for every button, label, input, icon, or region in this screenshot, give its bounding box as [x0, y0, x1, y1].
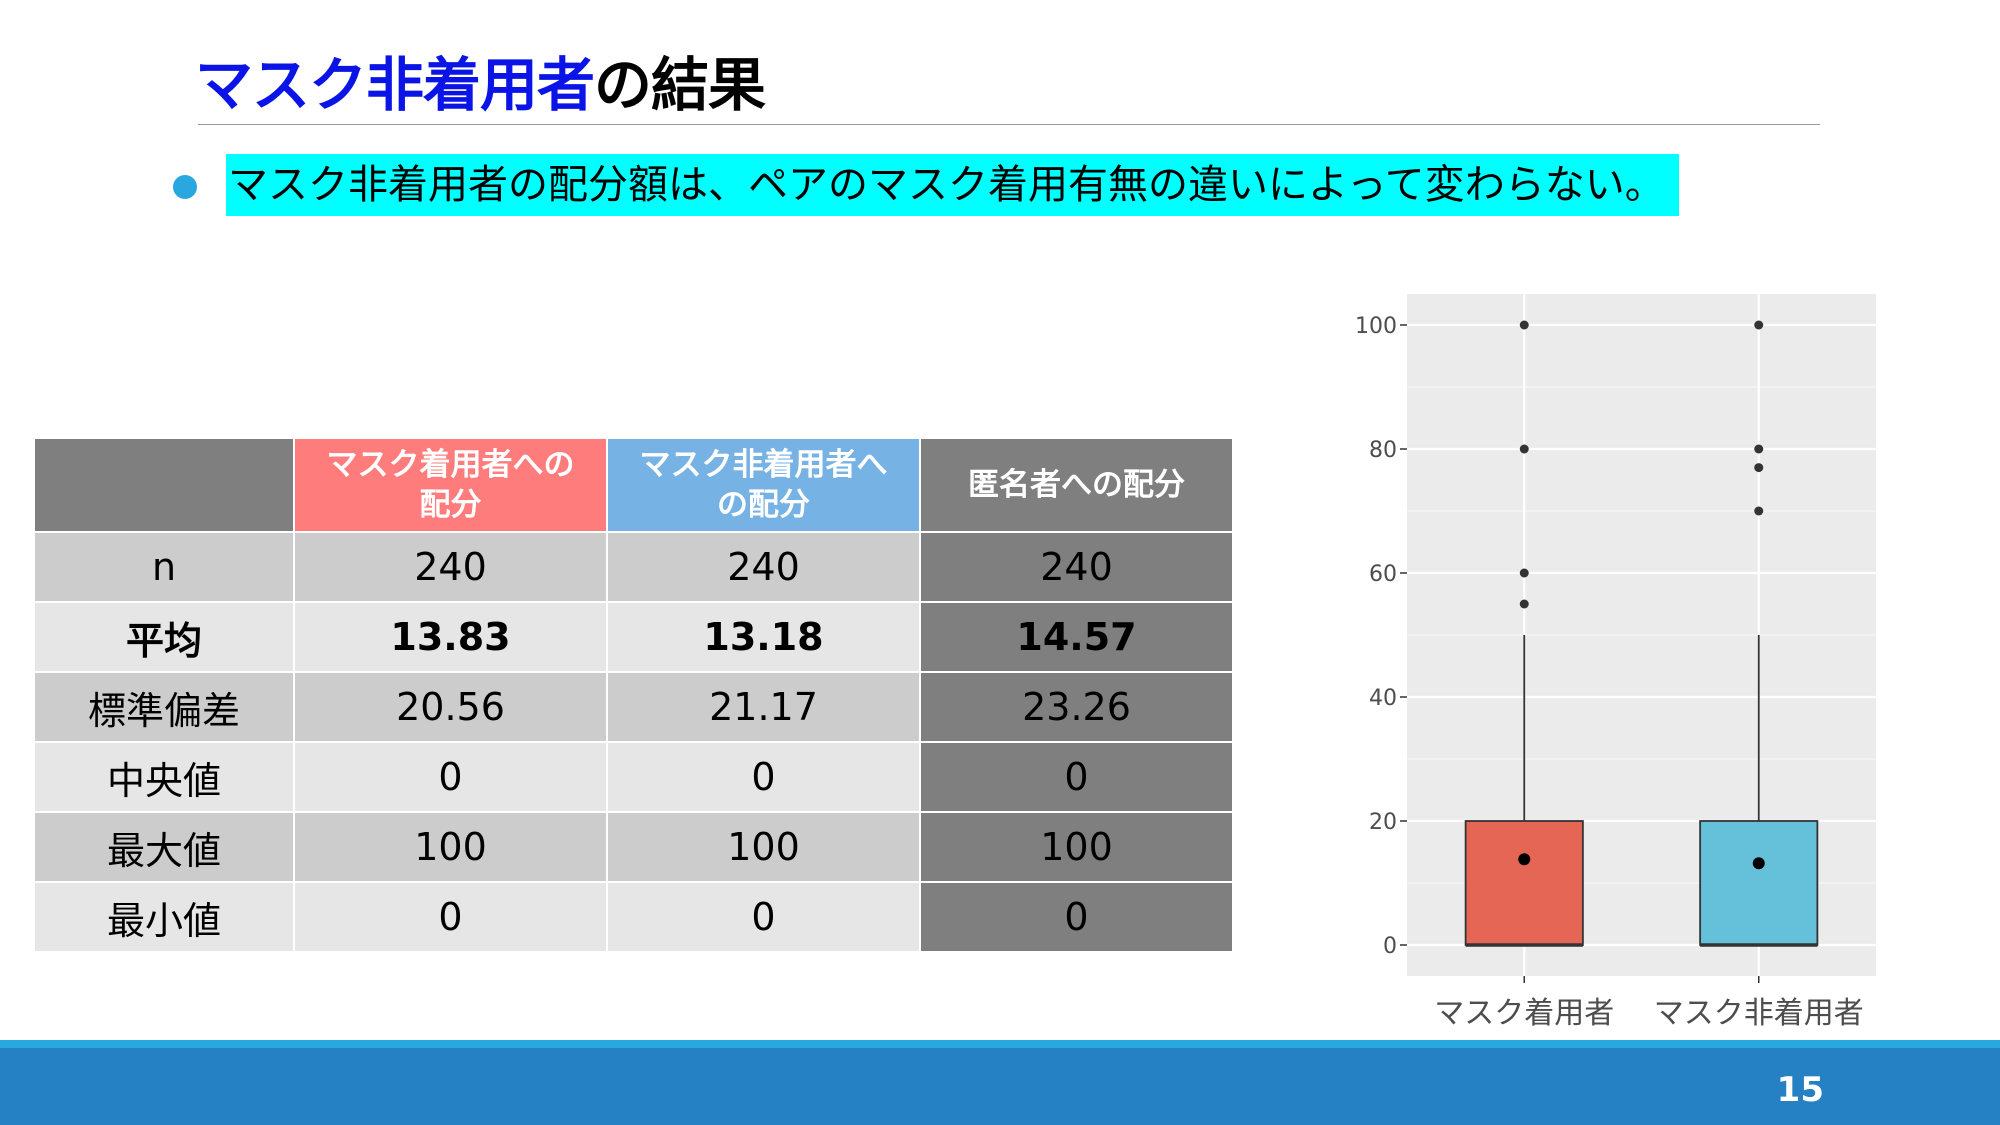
x-tick-label: マスク非着用者 [1654, 996, 1864, 1031]
table-header-nomask: マスク非着用者へ の配分 [606, 437, 921, 533]
cell-value: 23.26 [919, 671, 1234, 743]
outlier-point [1754, 444, 1764, 454]
row-label: 最大値 [33, 811, 295, 883]
cell-value: 0 [606, 741, 921, 813]
table-header-mask: マスク着用者への 配分 [293, 437, 608, 533]
table-header-row: マスク着用者への 配分 マスク非着用者へ の配分 匿名者への配分 [33, 437, 1234, 533]
outlier-point [1519, 599, 1529, 609]
outlier-point [1519, 568, 1529, 578]
row-label: 平均 [33, 601, 295, 673]
cell-value: 240 [919, 531, 1234, 603]
cell-value: 240 [293, 531, 608, 603]
outlier-point [1519, 320, 1529, 330]
cell-value: 100 [293, 811, 608, 883]
table-row: n 240 240 240 [33, 531, 1234, 603]
cell-value: 240 [606, 531, 921, 603]
table-header-corner [33, 437, 295, 533]
row-label: n [33, 531, 295, 603]
y-tick-label: 20 [1369, 810, 1397, 835]
slide-title: マスク非着用者の結果 [195, 38, 766, 122]
row-label: 最小値 [33, 881, 295, 953]
table-row: 平均 13.83 13.18 14.57 [33, 601, 1234, 673]
row-label: 中央値 [33, 741, 295, 813]
footer-bar [0, 1048, 2000, 1125]
cell-value: 0 [293, 881, 608, 953]
slide-title-accent: マスク非着用者 [195, 51, 595, 119]
cell-value: 13.83 [293, 601, 608, 673]
outlier-point [1754, 506, 1764, 516]
bullet-text: マスク非着用者の配分額は、ペアのマスク着用有無の違いによって変わらない。 [226, 154, 1679, 216]
outlier-point [1519, 444, 1529, 454]
cell-value: 13.18 [606, 601, 921, 673]
page-number: 15 [1776, 1070, 1824, 1110]
cell-value: 100 [919, 811, 1234, 883]
stats-table: マスク着用者への 配分 マスク非着用者へ の配分 匿名者への配分 n 240 2… [33, 437, 1234, 953]
cell-value: 0 [919, 881, 1234, 953]
mean-point [1518, 853, 1531, 866]
cell-value: 14.57 [919, 601, 1234, 673]
cell-value: 0 [606, 881, 921, 953]
footer-accent-line [0, 1040, 2000, 1048]
box [1464, 820, 1584, 946]
cell-value: 0 [293, 741, 608, 813]
slide-title-rest: の結果 [594, 51, 766, 119]
table-row: 最大値 100 100 100 [33, 811, 1234, 883]
y-tick-label: 60 [1369, 562, 1397, 587]
outlier-point [1754, 320, 1764, 330]
table-row: 標準偏差 20.56 21.17 23.26 [33, 671, 1234, 743]
x-tick-label: マスク着用者 [1434, 996, 1614, 1031]
y-tick-label: 100 [1355, 314, 1397, 339]
box [1699, 820, 1819, 946]
row-label: 標準偏差 [33, 671, 295, 743]
table-row: 中央値 0 0 0 [33, 741, 1234, 813]
mean-point [1752, 857, 1765, 870]
boxplot-svg: 0 20 40 60 80 100 マスク着用者 マスク非着用者 [1355, 294, 1876, 1031]
y-tick-label: 80 [1369, 438, 1397, 463]
cell-value: 100 [606, 811, 921, 883]
cell-value: 20.56 [293, 671, 608, 743]
bullet-dot-icon [173, 175, 197, 199]
y-tick-label: 40 [1369, 686, 1397, 711]
cell-value: 0 [919, 741, 1234, 813]
y-tick-label: 0 [1383, 934, 1397, 959]
table-row: 最小値 0 0 0 [33, 881, 1234, 953]
cell-value: 21.17 [606, 671, 921, 743]
outlier-point [1754, 463, 1764, 473]
boxplot-chart: 0 20 40 60 80 100 マスク着用者 マスク非着用者 [1352, 284, 1898, 1044]
table-header-anon: 匿名者への配分 [919, 437, 1234, 533]
title-divider [198, 124, 1820, 125]
